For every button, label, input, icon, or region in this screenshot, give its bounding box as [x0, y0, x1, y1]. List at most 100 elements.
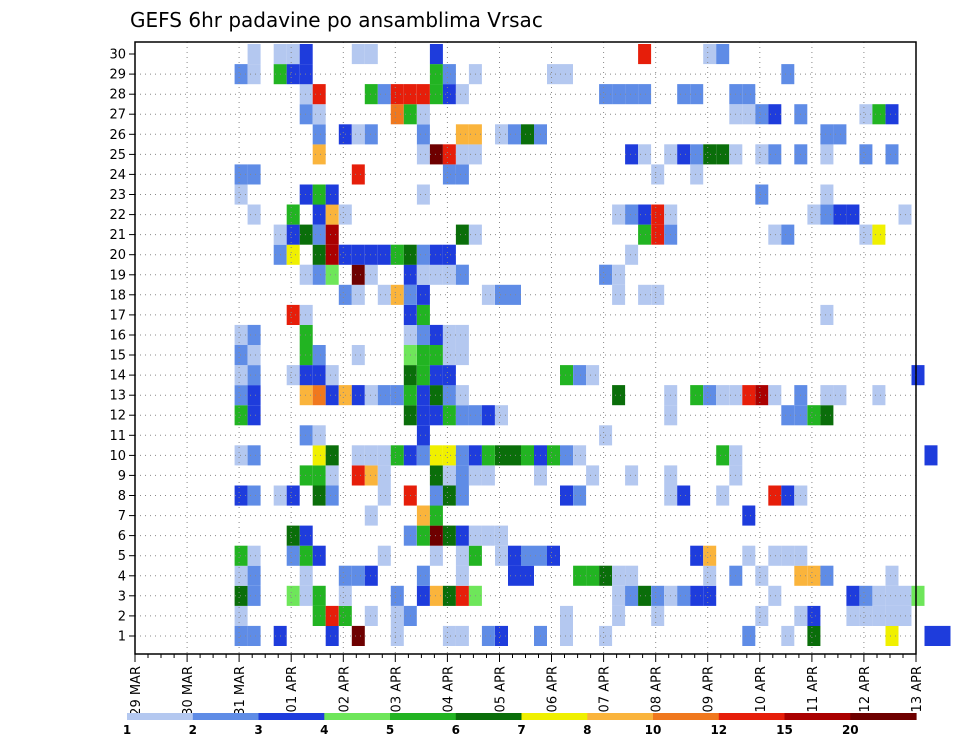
heatmap-cell	[442, 84, 456, 105]
y-axis: 1234567891011121314151617181920212223242…	[109, 48, 135, 645]
heatmap-cell	[716, 44, 730, 65]
heatmap-cell	[325, 445, 339, 466]
heatmap-cell	[390, 585, 404, 606]
heatmap-cell	[286, 304, 300, 325]
heatmap-cell	[781, 405, 795, 426]
heatmap-cell	[690, 164, 704, 185]
heatmap-cell	[442, 324, 456, 345]
colorbar-label: 8	[583, 723, 591, 737]
y-tick-label: 13	[109, 389, 126, 404]
heatmap-cell	[234, 345, 248, 366]
heatmap-cell	[820, 204, 834, 225]
heatmap-cell	[768, 104, 782, 125]
heatmap-cell	[416, 385, 430, 406]
y-tick-label: 1	[118, 630, 126, 645]
heatmap-cell	[299, 545, 313, 566]
heatmap-cell	[234, 565, 248, 586]
heatmap-cell	[299, 365, 313, 386]
heatmap-cell	[481, 625, 495, 646]
heatmap-cell	[833, 124, 847, 145]
heatmap-cell	[429, 485, 443, 506]
heatmap-cell	[768, 144, 782, 165]
heatmap-cell	[755, 184, 769, 205]
heatmap-cell	[455, 465, 469, 486]
heatmap-cell	[560, 64, 573, 85]
heatmap-cell	[416, 405, 430, 426]
x-tick-label: 12 APR	[858, 666, 873, 712]
heatmap-cell	[638, 585, 652, 606]
colorbar-label: 12	[710, 723, 727, 737]
heatmap-cell	[234, 64, 248, 85]
heatmap-cell	[351, 345, 365, 366]
heatmap-cell	[442, 525, 456, 546]
heatmap-cell	[742, 104, 756, 125]
heatmap-cell	[677, 144, 691, 165]
heatmap-cell	[807, 605, 821, 626]
heatmap-cell	[911, 585, 925, 606]
heatmap-cell	[429, 84, 443, 105]
heatmap-cell	[716, 485, 730, 506]
heatmap-cell	[299, 84, 313, 105]
heatmap-cell	[872, 385, 886, 406]
heatmap-cell	[351, 284, 365, 305]
colorbar-label: 1	[123, 723, 131, 737]
heatmap-cell	[351, 164, 365, 185]
heatmap-cell	[833, 204, 847, 225]
heatmap-cell	[690, 585, 704, 606]
heatmap-cell	[351, 445, 365, 466]
heatmap-cell	[703, 144, 717, 165]
heatmap-cell	[325, 224, 339, 245]
heatmap-cell	[651, 585, 665, 606]
y-tick-label: 12	[109, 409, 126, 424]
heatmap-cell	[286, 525, 300, 546]
heatmap-cell	[351, 264, 365, 285]
heatmap-cell	[455, 585, 469, 606]
heatmap-cell	[521, 124, 534, 145]
colorbar-label: 2	[189, 723, 197, 737]
heatmap-cell	[299, 64, 313, 85]
heatmap-cell	[768, 545, 782, 566]
heatmap-cell	[247, 405, 261, 426]
heatmap-cell	[312, 264, 326, 285]
heatmap-cell	[481, 405, 495, 426]
colorbar-swatch	[127, 713, 194, 720]
heatmap-cell	[924, 445, 938, 466]
heatmap-cell	[429, 505, 443, 526]
heatmap-cell	[247, 445, 261, 466]
heatmap-cell	[820, 304, 834, 325]
heatmap-cell	[416, 124, 430, 145]
heatmap-cell	[755, 104, 769, 125]
heatmap-cell	[429, 385, 443, 406]
heatmap-cell	[299, 585, 313, 606]
colorbar-swatch	[258, 713, 325, 720]
heatmap-cell	[768, 585, 782, 606]
heatmap-cell	[677, 84, 691, 105]
heatmap-cell	[351, 565, 365, 586]
heatmap-cell	[455, 224, 469, 245]
heatmap-cell	[429, 264, 443, 285]
colorbar-label: 20	[842, 723, 859, 737]
heatmap-cell	[690, 144, 704, 165]
heatmap-cell	[377, 385, 391, 406]
heatmap-cell	[442, 365, 456, 386]
heatmap-cell	[234, 184, 248, 205]
heatmap-cell	[312, 204, 326, 225]
heatmap-cell	[573, 565, 587, 586]
heatmap-cell	[325, 485, 339, 506]
heatmap-cell	[455, 545, 469, 566]
heatmap-cell	[416, 505, 430, 526]
heatmap-cell	[286, 204, 300, 225]
heatmap-cell	[247, 385, 261, 406]
heatmap-cell	[325, 625, 339, 646]
heatmap-cell	[416, 425, 430, 446]
heatmap-cell	[508, 445, 521, 466]
heatmap-cell	[416, 144, 430, 165]
heatmap-cell	[885, 605, 899, 626]
heatmap-cell	[416, 184, 430, 205]
heatmap-cell	[885, 625, 899, 646]
heatmap-cell	[716, 385, 730, 406]
heatmap-cell	[455, 405, 469, 426]
heatmap-cell	[312, 184, 326, 205]
heatmap-cell	[625, 244, 639, 265]
heatmap-cell	[416, 365, 430, 386]
